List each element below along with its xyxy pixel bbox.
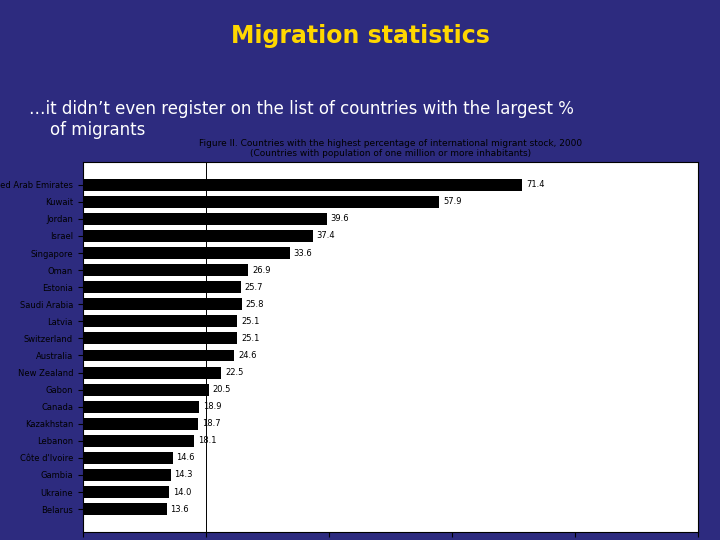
Text: 26.9: 26.9	[252, 266, 271, 275]
Text: 18.7: 18.7	[202, 419, 220, 428]
Text: Migration statistics: Migration statistics	[230, 24, 490, 48]
Text: 13.6: 13.6	[170, 504, 189, 514]
Text: 39.6: 39.6	[330, 214, 349, 224]
Bar	[83, 383, 209, 396]
Bar	[83, 196, 439, 208]
Text: 14.3: 14.3	[174, 470, 193, 480]
Text: 25.7: 25.7	[245, 283, 264, 292]
Bar	[83, 230, 313, 242]
Text: 25.1: 25.1	[241, 317, 259, 326]
Bar	[83, 452, 173, 464]
Text: 14.6: 14.6	[176, 454, 195, 462]
Text: 18.9: 18.9	[203, 402, 221, 411]
Text: 57.9: 57.9	[443, 197, 462, 206]
Bar	[83, 315, 238, 327]
Bar	[83, 247, 289, 259]
Title: Figure II. Countries with the highest percentage of international migrant stock,: Figure II. Countries with the highest pe…	[199, 139, 582, 158]
Text: …it didn’t even register on the list of countries with the largest %
    of migr: …it didn’t even register on the list of …	[29, 100, 574, 139]
Text: 14.0: 14.0	[173, 488, 191, 497]
Text: 18.1: 18.1	[198, 436, 217, 446]
Text: 25.8: 25.8	[246, 300, 264, 309]
Text: 24.6: 24.6	[238, 351, 256, 360]
Text: 20.5: 20.5	[212, 385, 231, 394]
Bar	[83, 213, 327, 225]
Text: 25.1: 25.1	[241, 334, 259, 343]
Text: 33.6: 33.6	[293, 248, 312, 258]
Bar	[83, 418, 198, 430]
Bar	[83, 367, 221, 379]
Bar	[83, 333, 238, 345]
Bar	[83, 469, 171, 481]
Text: 37.4: 37.4	[317, 232, 336, 240]
Bar	[83, 486, 169, 498]
Bar	[83, 401, 199, 413]
Bar	[83, 264, 248, 276]
Text: 22.5: 22.5	[225, 368, 243, 377]
Bar	[83, 435, 194, 447]
Bar	[83, 503, 166, 515]
Text: 71.4: 71.4	[526, 180, 544, 190]
Bar	[83, 179, 522, 191]
Bar	[83, 298, 242, 310]
Bar	[83, 281, 241, 293]
Bar	[83, 349, 234, 361]
